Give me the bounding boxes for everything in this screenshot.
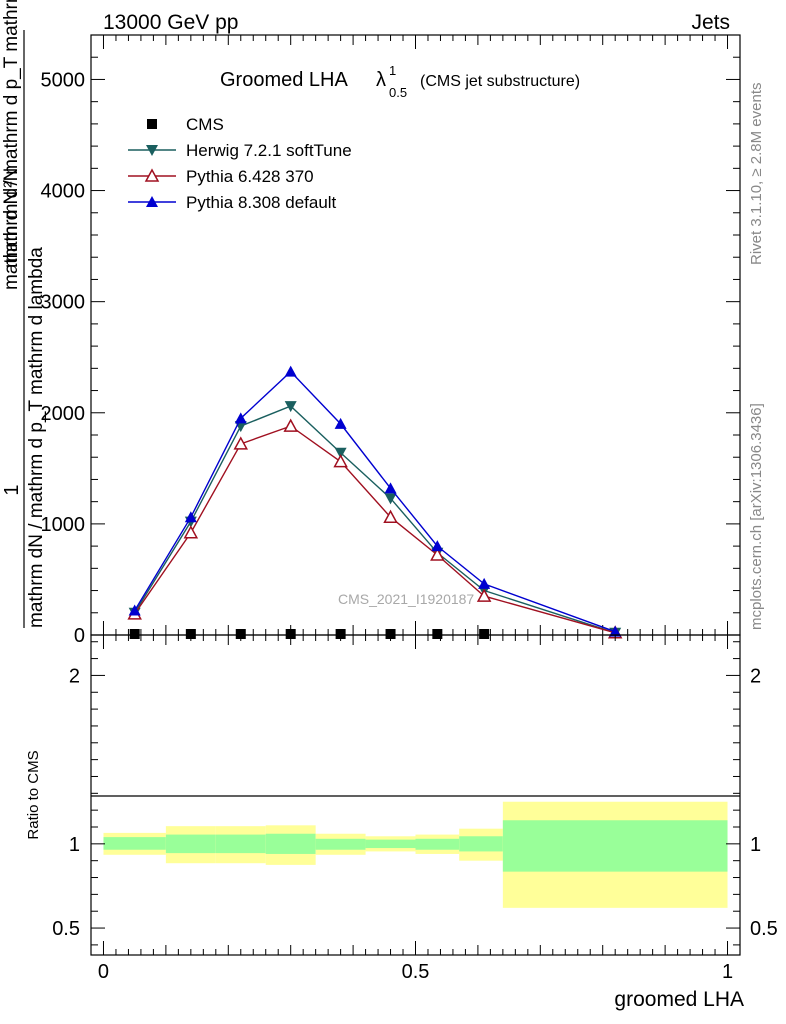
rivet-label: Rivet 3.1.10, ≥ 2.8M events: [748, 83, 765, 266]
data-point-pythia-6-428-370: [383, 509, 398, 523]
data-point-pythia-6-428-370: [430, 547, 445, 561]
legend-item-pythia-6-428-370: Pythia 6.428 370: [128, 167, 314, 186]
data-point-cms: [185, 629, 196, 639]
data-point-herwig-7-2-1-softtune: [284, 401, 297, 413]
data-point-pythia-8-308-default: [431, 540, 444, 552]
data-point-cms: [385, 629, 396, 639]
ratio-y-tick-label-right: 1: [750, 834, 761, 856]
data-point-cms: [432, 629, 443, 639]
legend-label: Pythia 8.308 default: [186, 193, 337, 212]
data-point-pythia-8-308-default: [234, 412, 247, 424]
data-point-pythia-8-308-default: [334, 417, 347, 429]
y-tick-label: 4000: [41, 181, 86, 203]
y-label-denominator: mathrm dN / mathrm d p_T mathrm d lambda: [26, 247, 47, 628]
data-point-pythia-8-308-default: [478, 577, 491, 589]
ratio-y-tick-label-left: 0.5: [52, 918, 80, 940]
ratio-ticks: 0.5 0.5 1 1 2 2 0 0.5 1: [52, 635, 778, 983]
ratio-band-inner: [103, 837, 166, 850]
data-point-pythia-6-428-370: [333, 454, 348, 468]
data-point-pythia-8-308-default: [128, 604, 141, 616]
ratio-y-tick-label-right: 0.5: [750, 918, 778, 940]
x-tick-label: 0.5: [402, 961, 430, 983]
data-point-pythia-6-428-370: [283, 418, 298, 432]
ratio-band-inner: [315, 838, 366, 850]
ratio-band-inner: [215, 834, 266, 854]
data-point-pythia-6-428-370: [476, 588, 492, 602]
title-main: Groomed LHA: [220, 69, 348, 91]
ratio-frame: [90, 634, 741, 956]
x-tick-label: 0: [98, 961, 109, 983]
main-series: [127, 365, 623, 639]
ratio-band-inner: [365, 839, 416, 849]
data-point-pythia-8-308-default: [284, 365, 297, 377]
main-y-ticks: 0 1000 2000 3000 4000 5000: [41, 34, 740, 647]
data-point-pythia-6-428-370: [183, 525, 199, 539]
data-point-cms: [235, 629, 246, 639]
legend-marker: [147, 119, 157, 129]
y-label-inner-denominator: mathrm d N / mathrm d p_T mathrm d p_T m…: [1, 0, 22, 290]
legend: CMS Herwig 7.2.1 softTune Pythia 6.428 370…: [128, 115, 352, 212]
title-lambda: λ: [376, 69, 386, 91]
x-axis-label: groomed LHA: [614, 988, 744, 1011]
ratio-band-inner: [265, 833, 316, 854]
legend-label: Herwig 7.2.1 softTune: [186, 141, 352, 160]
data-point-cms: [335, 629, 346, 639]
title-sup: 1: [389, 63, 396, 78]
ratio-y-label: Ratio to CMS: [25, 750, 42, 839]
y-tick-label: 2000: [41, 403, 86, 425]
legend-marker: [146, 145, 158, 156]
y-label-inner-numerator: mathrm d²N: [1, 168, 22, 268]
data-point-pythia-8-308-default: [609, 625, 622, 637]
header-right: Jets: [691, 11, 730, 34]
ratio-y-tick-label-left: 1: [69, 834, 80, 856]
data-point-pythia-8-308-default: [384, 482, 397, 494]
legend-marker: [144, 168, 160, 182]
ratio-y-tick-label-left: 2: [69, 665, 80, 687]
main-y-label: 1 mathrm dN / mathrm d p_T mathrm d lambd…: [1, 0, 47, 628]
ratio-band-inner: [502, 820, 728, 872]
data-point-herwig-7-2-1-softtune: [334, 447, 347, 459]
y-tick-label: 0: [74, 625, 85, 647]
data-point-cms: [285, 629, 296, 639]
ratio-y-tick-label-right: 2: [750, 665, 761, 687]
data-point-cms: [479, 629, 490, 639]
y-tick-label: 5000: [41, 69, 86, 91]
ratio-band-inner: [459, 836, 503, 852]
y-tick-label: 1000: [41, 514, 86, 536]
legend-label: Pythia 6.428 370: [186, 167, 314, 186]
x-tick-label: 1: [722, 961, 733, 983]
mcplots-label: mcplots.cern.ch [arXiv:1306.3436]: [748, 403, 765, 630]
plot-title: Groomed LHA λ 1 0.5 (CMS jet substructur…: [220, 63, 580, 100]
main-panel: 0 1000 2000 3000 4000 5000: [41, 34, 741, 647]
ratio-panel: 0.5 0.5 1 1 2 2 0 0.5 1: [52, 634, 778, 983]
legend-label: CMS: [186, 115, 224, 134]
data-point-cms: [129, 629, 140, 639]
legend-item-cms: CMS: [147, 115, 224, 134]
data-point-herwig-7-2-1-softtune: [384, 493, 397, 505]
legend-item-pythia-8-308-default: Pythia 8.308 default: [128, 193, 337, 212]
y-tick-label: 3000: [41, 292, 86, 314]
watermark: CMS_2021_I1920187: [338, 591, 474, 607]
legend-marker: [146, 196, 158, 207]
ratio-band-inner: [165, 834, 216, 854]
y-label-numerator: 1: [1, 484, 23, 495]
ratio-band-inner: [415, 838, 460, 850]
legend-item-herwig-7-2-1-softtune: Herwig 7.2.1 softTune: [128, 141, 352, 160]
title-extra: (CMS jet substructure): [420, 73, 580, 90]
header-left: 13000 GeV pp: [103, 11, 238, 34]
data-point-pythia-6-428-370: [233, 436, 249, 450]
ratio-bands: [103, 801, 728, 908]
title-sub: 0.5: [389, 85, 407, 100]
data-point-pythia-8-308-default: [184, 511, 197, 523]
